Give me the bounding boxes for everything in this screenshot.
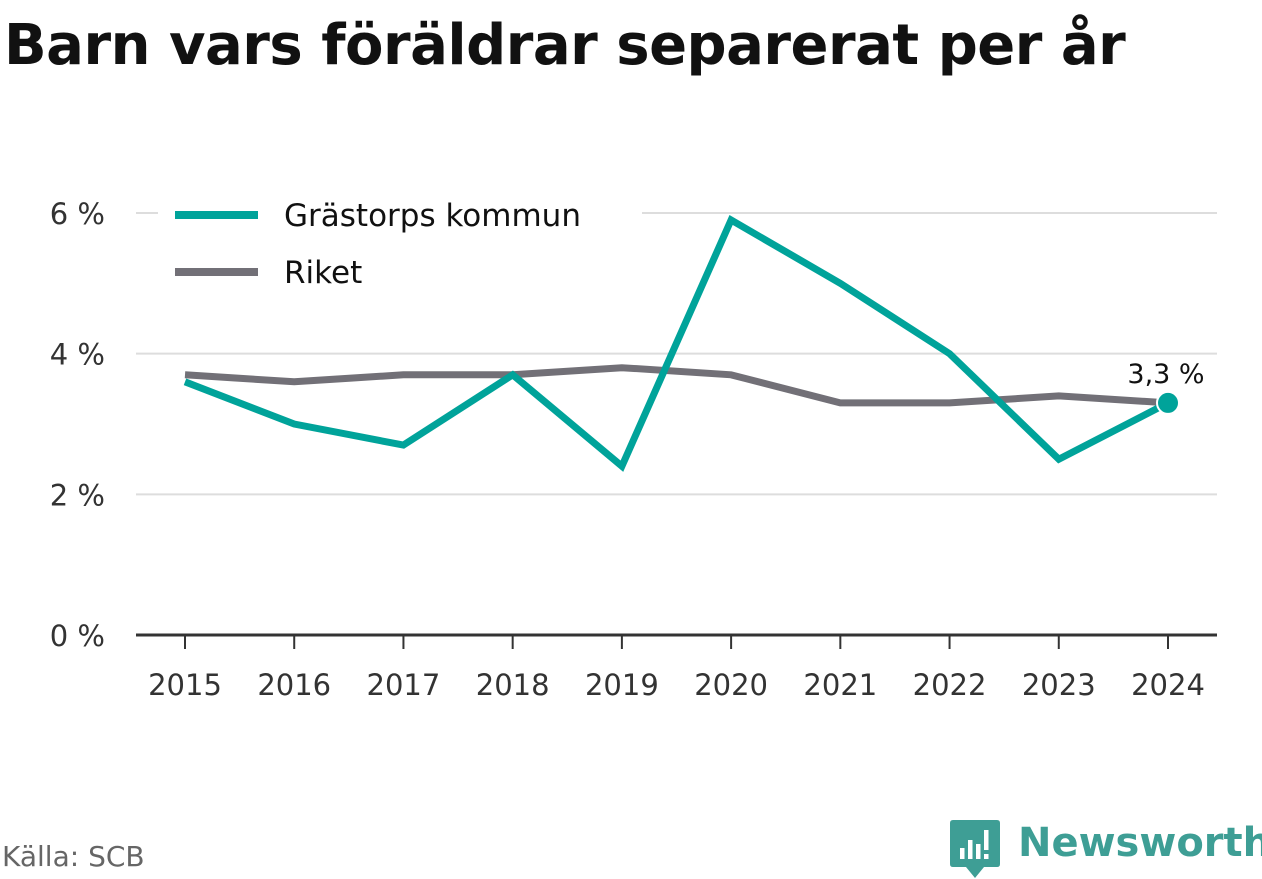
series-line-grastorp	[183, 215, 1170, 472]
y-tick-label: 4 %	[50, 338, 105, 372]
end-annotation: 3,3 %	[1127, 359, 1205, 415]
x-tick-label: 2017	[367, 668, 441, 702]
x-tick-label: 2019	[585, 668, 659, 702]
x-axis	[136, 633, 1217, 649]
y-axis-tick-labels: 0 % 2 % 4 % 6 %	[50, 197, 105, 653]
brand-name: Newsworthy	[1018, 820, 1262, 866]
x-tick-label: 2022	[913, 668, 987, 702]
x-axis-tick-labels: 2015 2016 2017 2018 2019 2020 2021 2022 2023 2024	[148, 668, 1205, 702]
x-tick-label: 2015	[148, 668, 222, 702]
y-tick-label: 2 %	[50, 478, 105, 512]
series-line-riket	[184, 364, 1169, 407]
x-tick-label: 2020	[694, 668, 768, 702]
x-tick-label: 2018	[476, 668, 550, 702]
newsworthy-logo: Newsworthy	[950, 820, 1262, 878]
series-lines	[183, 215, 1170, 472]
end-point-marker	[1156, 390, 1180, 415]
end-value-label: 3,3 %	[1127, 359, 1204, 390]
source-note: Källa: SCB	[2, 840, 145, 873]
x-tick-label: 2023	[1022, 668, 1096, 702]
x-tick-label: 2021	[803, 668, 877, 702]
y-tick-label: 0 %	[50, 619, 105, 653]
y-tick-label: 6 %	[50, 197, 105, 231]
x-tick-label: 2024	[1131, 668, 1205, 702]
legend-background	[158, 185, 642, 303]
legend-label: Grästorps kommun	[284, 198, 581, 234]
chart-title: Barn vars föräldrar separerat per år	[4, 13, 1126, 78]
newsworthy-logo-icon	[950, 820, 1000, 878]
x-tick-label: 2016	[257, 668, 331, 702]
legend: Grästorps kommun Riket	[158, 185, 642, 303]
legend-label: Riket	[284, 255, 362, 291]
